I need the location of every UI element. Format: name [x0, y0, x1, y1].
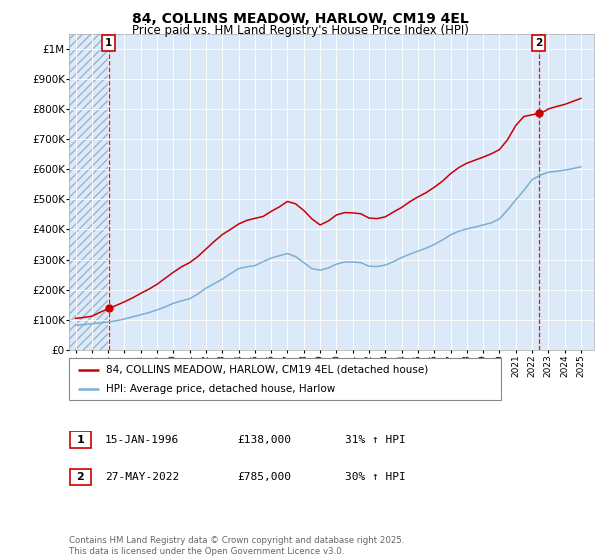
Text: £138,000: £138,000	[237, 435, 291, 445]
Text: 1: 1	[105, 38, 112, 48]
Text: 15-JAN-1996: 15-JAN-1996	[105, 435, 179, 445]
Text: 84, COLLINS MEADOW, HARLOW, CM19 4EL (detached house): 84, COLLINS MEADOW, HARLOW, CM19 4EL (de…	[106, 365, 428, 375]
Text: 84, COLLINS MEADOW, HARLOW, CM19 4EL: 84, COLLINS MEADOW, HARLOW, CM19 4EL	[131, 12, 469, 26]
Text: 27-MAY-2022: 27-MAY-2022	[105, 472, 179, 482]
Bar	[69, 34, 109, 350]
Text: 31% ↑ HPI: 31% ↑ HPI	[345, 435, 406, 445]
FancyBboxPatch shape	[69, 358, 501, 400]
Text: 2: 2	[535, 38, 542, 48]
FancyBboxPatch shape	[70, 431, 91, 448]
Text: Price paid vs. HM Land Registry's House Price Index (HPI): Price paid vs. HM Land Registry's House …	[131, 24, 469, 36]
Text: HPI: Average price, detached house, Harlow: HPI: Average price, detached house, Harl…	[106, 384, 335, 394]
Text: 1: 1	[77, 435, 84, 445]
Text: 30% ↑ HPI: 30% ↑ HPI	[345, 472, 406, 482]
Text: 2: 2	[77, 472, 84, 482]
Text: £785,000: £785,000	[237, 472, 291, 482]
FancyBboxPatch shape	[70, 469, 91, 486]
Text: Contains HM Land Registry data © Crown copyright and database right 2025.
This d: Contains HM Land Registry data © Crown c…	[69, 536, 404, 556]
